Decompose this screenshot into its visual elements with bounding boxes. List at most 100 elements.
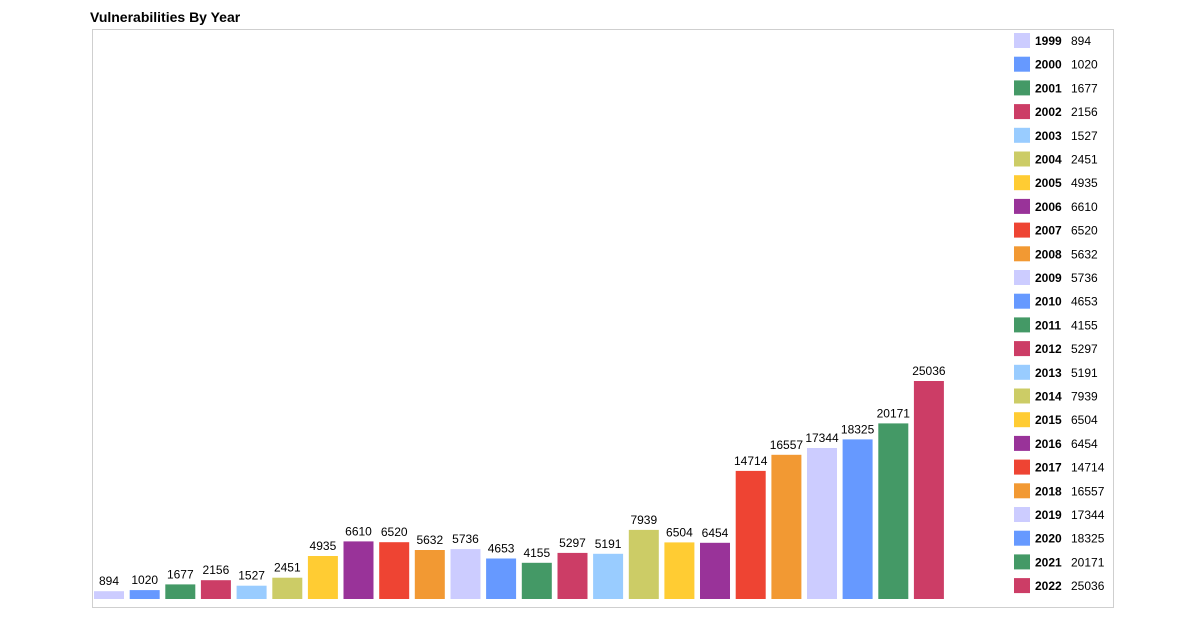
- bar-value-label-1999: 894: [99, 574, 119, 588]
- legend-value-2006: 6610: [1071, 200, 1098, 214]
- bars-group: [94, 381, 944, 599]
- bar-value-label-2007: 6520: [381, 525, 408, 539]
- legend-swatch-2009: [1014, 270, 1030, 285]
- legend-value-2019: 17344: [1071, 508, 1105, 522]
- legend-swatch-2019: [1014, 507, 1030, 522]
- legend-year-2020: 2020: [1035, 532, 1062, 546]
- bar-value-label-2004: 2451: [274, 561, 301, 575]
- bar-2001: [165, 584, 196, 599]
- bar-2010: [486, 558, 517, 599]
- legend-value-2018: 16557: [1071, 484, 1105, 498]
- bar-value-label-2005: 4935: [310, 539, 337, 553]
- bar-2002: [200, 580, 231, 599]
- legend-year-2011: 2011: [1035, 318, 1061, 332]
- legend-year-2009: 2009: [1035, 271, 1062, 285]
- legend-swatch-2013: [1014, 364, 1030, 380]
- bar-value-label-2012: 5297: [559, 536, 586, 550]
- bar-2013: [593, 553, 624, 599]
- legend-swatch-2008: [1014, 246, 1030, 262]
- legend-value-2013: 5191: [1071, 366, 1098, 380]
- bar-2011: [521, 562, 552, 599]
- bar-value-label-2008: 5632: [416, 533, 443, 547]
- legend-year-1999: 1999: [1035, 34, 1062, 48]
- legend-swatch-2004: [1014, 151, 1030, 167]
- bar-value-label-2016: 6454: [702, 526, 729, 540]
- legend-swatch-2017: [1014, 459, 1030, 475]
- bar-value-label-2010: 4653: [488, 542, 515, 556]
- legend-swatch-2001: [1014, 80, 1030, 96]
- bar-2014: [628, 529, 659, 599]
- chart-title: Vulnerabilities By Year: [90, 9, 241, 25]
- legend-swatch-2018: [1014, 483, 1030, 499]
- bar-2022: [913, 381, 944, 599]
- bar-value-label-2014: 7939: [630, 513, 657, 527]
- bar-value-label-2001: 1677: [167, 567, 194, 581]
- legend-value-2000: 1020: [1071, 58, 1098, 72]
- legend-swatch-1999: [1014, 33, 1030, 48]
- legend-year-2014: 2014: [1035, 390, 1062, 404]
- bar-1999: [94, 591, 124, 599]
- legend-swatch-2007: [1014, 222, 1030, 238]
- bar-value-label-2000: 1020: [131, 573, 158, 587]
- bar-2021: [878, 423, 909, 599]
- legend-swatch-2000: [1014, 56, 1030, 72]
- bar-value-label-2019: 17344: [805, 431, 839, 445]
- legend-value-2021: 20171: [1071, 555, 1105, 569]
- legend-year-2018: 2018: [1035, 484, 1062, 498]
- legend-value-2010: 4653: [1071, 295, 1098, 309]
- bar-value-label-2011: 4155: [523, 546, 550, 560]
- bar-value-label-2021: 20171: [877, 406, 911, 420]
- bar-2006: [343, 541, 374, 599]
- legend-year-2015: 2015: [1035, 413, 1062, 427]
- value-labels-group: 894 1020 1677 2156 1527 2451 4935 6610 6520 5632 5…: [99, 364, 946, 588]
- bar-2005: [307, 556, 338, 599]
- legend-value-2014: 7939: [1071, 390, 1098, 404]
- bar-2019: [807, 448, 837, 599]
- legend-year-2022: 2022: [1035, 579, 1062, 593]
- legend-year-2010: 2010: [1035, 295, 1062, 309]
- legend-swatch-2014: [1014, 388, 1030, 404]
- legend-swatch-2011: [1014, 317, 1030, 333]
- legend-value-2003: 1527: [1071, 129, 1098, 143]
- legend-value-2004: 2451: [1071, 153, 1098, 167]
- legend-value-2015: 6504: [1071, 413, 1098, 427]
- legend-year-2017: 2017: [1035, 461, 1062, 475]
- legend-year-2019: 2019: [1035, 508, 1062, 522]
- legend-year-2016: 2016: [1035, 437, 1062, 451]
- legend-year-2007: 2007: [1035, 224, 1062, 238]
- legend-year-2002: 2002: [1035, 105, 1062, 119]
- legend-value-2020: 18325: [1071, 532, 1105, 546]
- bar-2000: [129, 590, 160, 599]
- legend-year-2005: 2005: [1035, 176, 1062, 190]
- legend-year-2001: 2001: [1035, 81, 1062, 95]
- bar-value-label-2009: 5736: [452, 532, 479, 546]
- legend-value-2017: 14714: [1071, 461, 1105, 475]
- legend: 1999 894 2000 1020 2001 1677 2002 2156 2003 1527 2…: [1014, 33, 1105, 594]
- legend-year-2006: 2006: [1035, 200, 1062, 214]
- chart-frame: [92, 29, 1114, 608]
- legend-value-2012: 5297: [1071, 342, 1098, 356]
- legend-swatch-2010: [1014, 293, 1030, 309]
- bar-2018: [771, 454, 802, 599]
- bar-value-label-2006: 6610: [345, 524, 372, 538]
- legend-year-2008: 2008: [1035, 247, 1062, 261]
- legend-swatch-2015: [1014, 412, 1030, 428]
- bar-value-label-2020: 18325: [841, 422, 875, 436]
- bar-value-label-2015: 6504: [666, 525, 693, 539]
- legend-value-2002: 2156: [1071, 105, 1098, 119]
- bar-2003: [236, 585, 267, 599]
- bar-2015: [664, 542, 695, 599]
- legend-swatch-2003: [1014, 127, 1030, 143]
- bar-value-label-2003: 1527: [238, 569, 265, 583]
- bar-2020: [842, 439, 873, 599]
- bar-2004: [272, 577, 303, 599]
- bar-2007: [379, 542, 410, 599]
- legend-year-2000: 2000: [1035, 58, 1062, 72]
- legend-value-2007: 6520: [1071, 224, 1098, 238]
- legend-year-2013: 2013: [1035, 366, 1062, 380]
- bar-2008: [414, 550, 445, 599]
- bar-value-label-2002: 2156: [203, 563, 230, 577]
- legend-swatch-2022: [1014, 578, 1030, 594]
- legend-value-2008: 5632: [1071, 247, 1098, 261]
